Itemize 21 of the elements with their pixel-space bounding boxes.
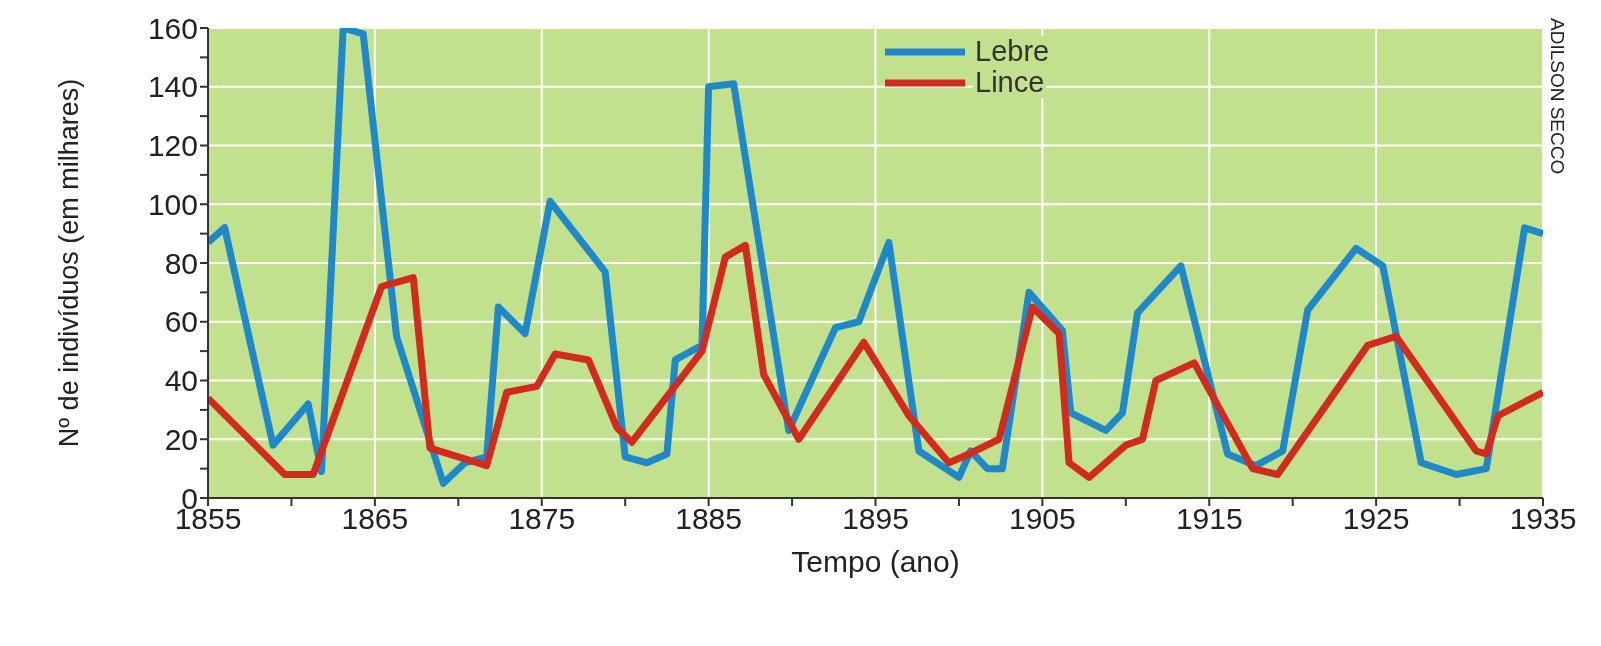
y-tick-label: 20 <box>164 422 198 456</box>
y-tick-label: 120 <box>147 129 198 163</box>
legend-label: Lebre <box>973 35 1052 67</box>
y-tick-label: 160 <box>147 11 198 45</box>
x-axis-title: Tempo (ano) <box>791 545 960 578</box>
y-tick-label: 140 <box>147 70 198 104</box>
x-tick-label: 1885 <box>675 502 742 536</box>
x-tick-label: 1915 <box>1175 502 1243 536</box>
x-tick-label: 1895 <box>842 502 909 536</box>
x-tick-label: 1935 <box>1509 502 1577 536</box>
x-tick-label: 1925 <box>1342 502 1410 536</box>
x-tick-label: 1875 <box>508 502 576 536</box>
legend-label: Lince <box>973 66 1047 98</box>
text: ADILSON SECCO <box>1546 18 1568 175</box>
y-tick-label: 80 <box>164 246 198 280</box>
y-tick-label: 100 <box>147 187 198 221</box>
x-tick-label: 1865 <box>341 502 409 536</box>
y-tick-label: 60 <box>164 305 198 339</box>
x-tick-label: 1905 <box>1009 502 1076 536</box>
y-tick-label: 40 <box>164 364 198 398</box>
y-axis-title: Nº de indivíduos (em milhares) <box>53 78 84 448</box>
